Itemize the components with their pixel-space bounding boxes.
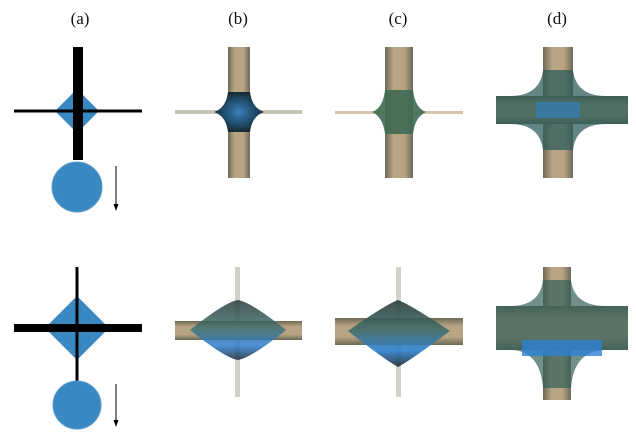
droplet [348,300,450,367]
drop [52,162,102,212]
droplet [214,92,264,132]
micrograph [335,47,463,178]
arrow-head [114,420,119,427]
schematic-bottom [14,267,142,429]
droplet [496,280,628,388]
micrograph [175,47,302,178]
core [522,340,602,356]
schematic-top [14,47,142,212]
micrograph [496,47,628,178]
thick-fiber [73,47,83,160]
panel-label: (c) [389,9,408,28]
panel-label: (a) [71,9,90,28]
droplet [372,90,426,134]
micrograph [335,267,463,397]
thin-fiber [14,110,142,113]
droplet [190,300,286,360]
panel-label: (b) [228,9,248,28]
arrow-head [114,204,119,211]
figure: (a) (b) (c) (d) [0,0,636,432]
drop [53,381,101,429]
panel-label: (d) [547,9,567,28]
core [536,102,580,118]
micrograph [496,267,628,400]
thick-fiber [14,324,142,332]
micrograph [175,267,302,397]
